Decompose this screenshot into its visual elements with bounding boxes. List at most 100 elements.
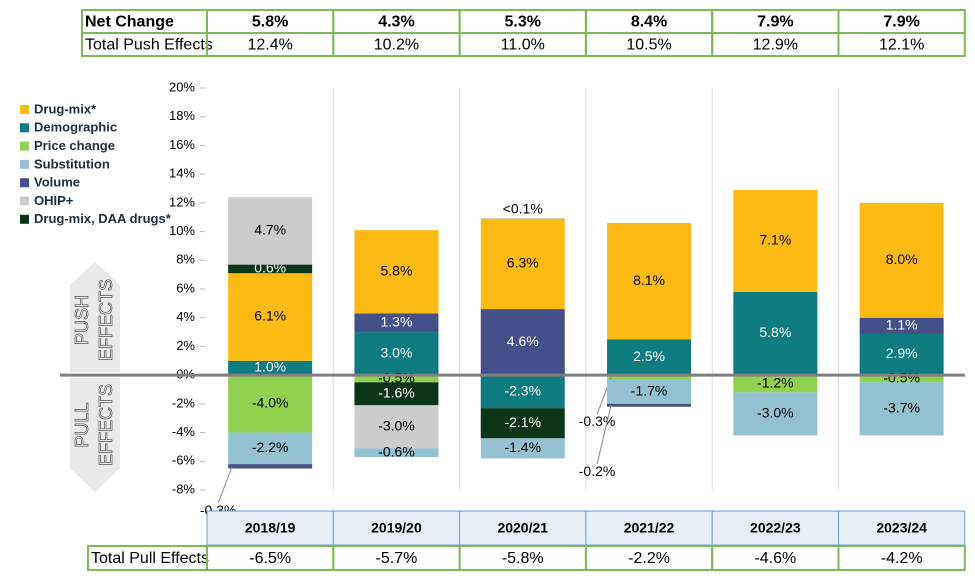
y-tick-label: 18% [169,108,195,123]
bar-segment [480,218,565,310]
y-tick-label: 2% [176,338,195,353]
legend-swatch [20,141,29,151]
data-label: 5.8% [380,262,412,278]
legend-label: Price change [34,138,115,153]
legend-swatch [20,196,29,206]
table-value: 12.4% [247,37,292,54]
bar-segment [607,379,692,404]
bar-segment [607,403,692,407]
data-label: 5.8% [759,324,791,340]
data-label: -2.3% [504,382,541,398]
side-label: PULL [72,402,92,447]
pull-arrow [70,378,120,492]
leader-line [596,405,612,465]
category-cell [585,510,713,546]
bar-segment [480,217,565,219]
data-label: -3.0% [378,418,415,434]
bar-segment [733,392,818,436]
legend-swatch [20,123,29,133]
data-label: 2.5% [633,348,665,364]
table-value: 12.1% [879,37,924,54]
bar-segment [859,317,944,334]
bar-segment [733,189,818,292]
y-tick-label: 16% [169,137,195,152]
legend-label: Drug-mix* [34,101,97,116]
data-label: -0.6% [378,443,415,459]
data-label: -2.1% [504,414,541,430]
bar-segment [480,438,565,459]
bar-segment [607,375,692,380]
leader-line [217,466,233,504]
table-value: 8.4% [631,14,667,31]
data-label: 6.3% [507,255,539,271]
data-label: -3.0% [757,405,794,421]
bar-segment [354,448,439,457]
x-tick-label: 2022/23 [750,520,801,536]
legend-swatch [20,105,29,114]
bar-segment [354,230,439,314]
bar-segment [480,375,565,409]
y-tick-label: -6% [172,453,196,468]
bar-segment [228,432,313,465]
y-tick-label: 20% [169,79,195,94]
data-label: -0.3% [579,413,616,429]
bar-segment [354,382,439,406]
data-label: -3.7% [883,400,920,416]
bar-segment [607,339,692,376]
table-value: 10.2% [374,37,419,54]
x-tick-label: 2019/20 [371,520,422,536]
legend-label: Drug-mix, DAA drugs* [34,211,172,226]
data-label: 1.1% [886,316,918,332]
y-tick-label: 10% [169,223,195,238]
bar-segment [354,313,439,333]
bar-segment [859,202,944,318]
table-value: -5.8% [502,550,544,567]
table-value: 5.3% [505,14,541,31]
table-value: 7.9% [757,14,793,31]
data-label: -4.0% [252,395,289,411]
push_label: PUSH EFFECTS [71,279,116,362]
table-value: 12.9% [753,37,798,54]
table-row-label: Total Pull Effects [91,550,209,567]
table-row-label: Total Push Effects [85,37,213,54]
legend-label: Volume [34,175,80,190]
table-value: 4.3% [378,14,414,31]
y-tick-label: 6% [176,280,195,295]
data-label: -0.2% [579,463,616,479]
legend-swatch [20,214,29,224]
bar-segment [607,222,692,340]
x-tick-label: 2021/22 [624,520,675,536]
y-tick-label: 4% [176,309,195,324]
y-tick-label: -2% [172,395,196,410]
data-label: -1.6% [378,385,415,401]
side-label: EFFECTS [96,279,116,361]
bar-segment [859,333,944,376]
x-tick-label: 2020/21 [497,520,548,536]
x-tick-label: 2018/19 [245,520,296,536]
bar-segment [228,197,313,265]
y-tick-label: 8% [176,252,195,267]
pull_label: PULL EFFECTS [71,384,116,467]
data-label: -2.2% [252,439,289,455]
data-label: 8.1% [633,272,665,288]
legend-label: Substitution [34,156,110,171]
bar-segment [480,309,565,376]
table-value: -5.7% [376,550,418,567]
data-label: 7.1% [759,232,791,248]
data-label: 4.6% [507,333,539,349]
legend-label: OHIP+ [34,193,74,208]
table-row-label: Net Change [85,14,174,31]
bar-segment [354,332,439,376]
data-label: -1.2% [757,374,794,390]
category-cell [459,510,587,546]
y-tick-label: 14% [169,166,195,181]
bar-segment [859,382,944,436]
bar-segment [228,264,313,274]
bar-segment [733,375,818,393]
bar-segment [228,360,313,376]
legend-label: Demographic [34,120,117,135]
data-label: 1.3% [380,313,412,329]
data-label: -1.4% [504,439,541,455]
data-label: 4.7% [254,222,286,238]
